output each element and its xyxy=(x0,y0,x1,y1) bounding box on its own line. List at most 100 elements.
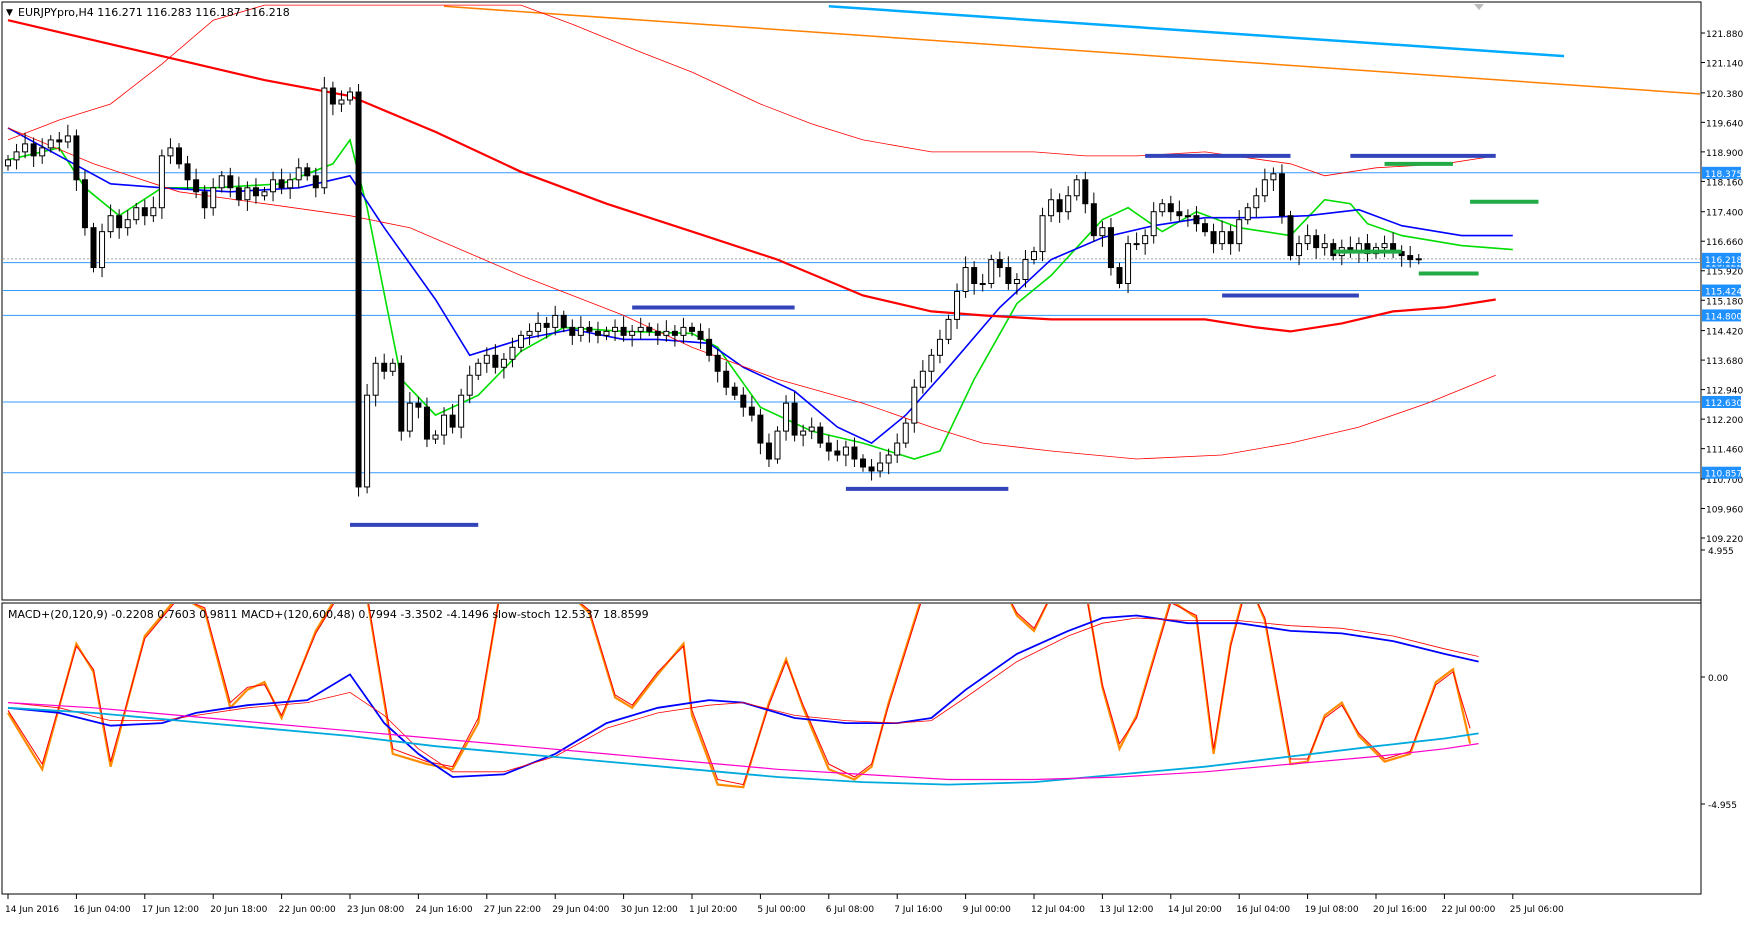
candle-body xyxy=(954,290,961,320)
candle-body xyxy=(1125,243,1132,285)
candle-body xyxy=(851,446,858,460)
time-tick-label: 22 Jul 00:00 xyxy=(1441,905,1495,915)
indicator-info: MACD+(20,120,9) -0.2208 0.7603 0.9811 MA… xyxy=(8,608,649,621)
price-tag xyxy=(1702,395,1741,408)
candle-body xyxy=(740,394,747,408)
candle-body xyxy=(1039,215,1046,253)
time-tick-label: 13 Jul 12:00 xyxy=(1099,905,1153,915)
candle-body xyxy=(449,414,456,428)
candle-body xyxy=(1321,243,1328,249)
candle-body xyxy=(1244,207,1251,221)
candle-body xyxy=(1031,251,1037,261)
candle-body xyxy=(1090,203,1097,237)
candle-body xyxy=(406,402,413,432)
time-tick-label: 30 Jun 12:00 xyxy=(621,905,678,915)
candle-body xyxy=(825,442,832,452)
candle-body xyxy=(227,175,234,189)
candle-body xyxy=(270,179,277,193)
candle-body xyxy=(509,346,516,360)
candle-body xyxy=(594,330,601,336)
candle-body xyxy=(1415,258,1422,261)
candle-body xyxy=(244,187,251,201)
time-tick-label: 27 Jun 22:00 xyxy=(484,905,541,915)
price-tag xyxy=(1702,166,1741,179)
candle-body xyxy=(398,362,405,432)
candle-body xyxy=(1193,215,1200,225)
candle-body xyxy=(1253,195,1260,209)
candle-body xyxy=(868,466,875,472)
candle-body xyxy=(1407,255,1414,261)
price-tick-label: 116.660 xyxy=(1706,238,1743,248)
time-tick-label: 16 Jun 04:00 xyxy=(73,905,130,915)
candle-body xyxy=(141,207,148,217)
price-tick-label: 115.920 xyxy=(1706,268,1743,278)
time-tick-label: 14 Jun 2016 xyxy=(5,905,59,915)
price-tick-label: 112.940 xyxy=(1706,387,1743,397)
candle-body xyxy=(1082,179,1089,205)
indicator-series xyxy=(7,706,1479,786)
price-tick-label: 121.880 xyxy=(1706,30,1743,40)
candle-body xyxy=(355,91,362,488)
candle-body xyxy=(1313,235,1320,249)
time-tick-label: 20 Jun 18:00 xyxy=(210,905,267,915)
candle-body xyxy=(800,430,807,436)
candle-body xyxy=(483,354,490,364)
candle-body xyxy=(458,394,465,428)
price-tag xyxy=(1702,309,1741,322)
candle-body xyxy=(629,330,636,336)
candle-body xyxy=(235,187,242,201)
candle-body xyxy=(731,386,738,396)
scroll-shift-icon[interactable] xyxy=(1474,4,1484,10)
menu-arrow[interactable]: ▼ xyxy=(6,8,13,18)
candle-body xyxy=(218,175,225,189)
candle-body xyxy=(56,139,63,143)
overlay-band_upper xyxy=(7,127,1496,460)
indicator-series xyxy=(7,702,1479,781)
price-tick-label: 119.640 xyxy=(1706,119,1743,129)
candle-body xyxy=(1236,219,1243,245)
candle-body xyxy=(372,362,379,396)
trend-line-cyan xyxy=(828,5,1565,58)
candle-body xyxy=(99,231,106,269)
candle-body xyxy=(1005,267,1012,285)
time-tick-label: 23 Jun 08:00 xyxy=(347,905,404,915)
candle-body xyxy=(500,358,507,368)
candle-body xyxy=(415,402,422,408)
symbol-info: EURJPYpro,H4 116.271 116.283 116.187 116… xyxy=(18,6,290,19)
candle-body xyxy=(834,450,841,456)
candle-body xyxy=(466,374,473,396)
candle-body xyxy=(603,330,610,336)
candle-body xyxy=(22,143,29,153)
price-tick-label: 118.160 xyxy=(1706,178,1743,188)
candle-body xyxy=(526,330,533,336)
candle-body xyxy=(783,402,790,432)
candle-body xyxy=(338,99,345,105)
candle-body xyxy=(1048,199,1055,217)
candle-body xyxy=(1176,211,1183,217)
candle-body xyxy=(1022,259,1029,281)
candle-body xyxy=(1270,173,1277,181)
candle-body xyxy=(475,362,482,376)
candle-body xyxy=(1116,267,1123,285)
time-tick-label: 25 Jul 06:00 xyxy=(1510,905,1564,915)
candle-body xyxy=(432,434,439,440)
candle-body xyxy=(928,354,935,372)
price-tag-label: 116.218 xyxy=(1705,256,1742,266)
price-tick-label: 112.200 xyxy=(1706,416,1743,426)
candle-body xyxy=(1381,243,1388,249)
candle-body xyxy=(1278,173,1285,217)
candle-body xyxy=(133,207,140,221)
candle-body xyxy=(919,370,926,388)
candle-body xyxy=(569,326,576,336)
candle-body xyxy=(1013,279,1020,285)
candle-body xyxy=(577,326,584,336)
trend-line-orange xyxy=(443,5,1701,95)
price-tick-label: 120.380 xyxy=(1706,90,1743,100)
candle-body xyxy=(13,151,20,161)
candle-body xyxy=(39,147,46,157)
candle-body xyxy=(860,458,866,468)
candle-body xyxy=(1296,243,1303,257)
candle-body xyxy=(1142,235,1149,245)
